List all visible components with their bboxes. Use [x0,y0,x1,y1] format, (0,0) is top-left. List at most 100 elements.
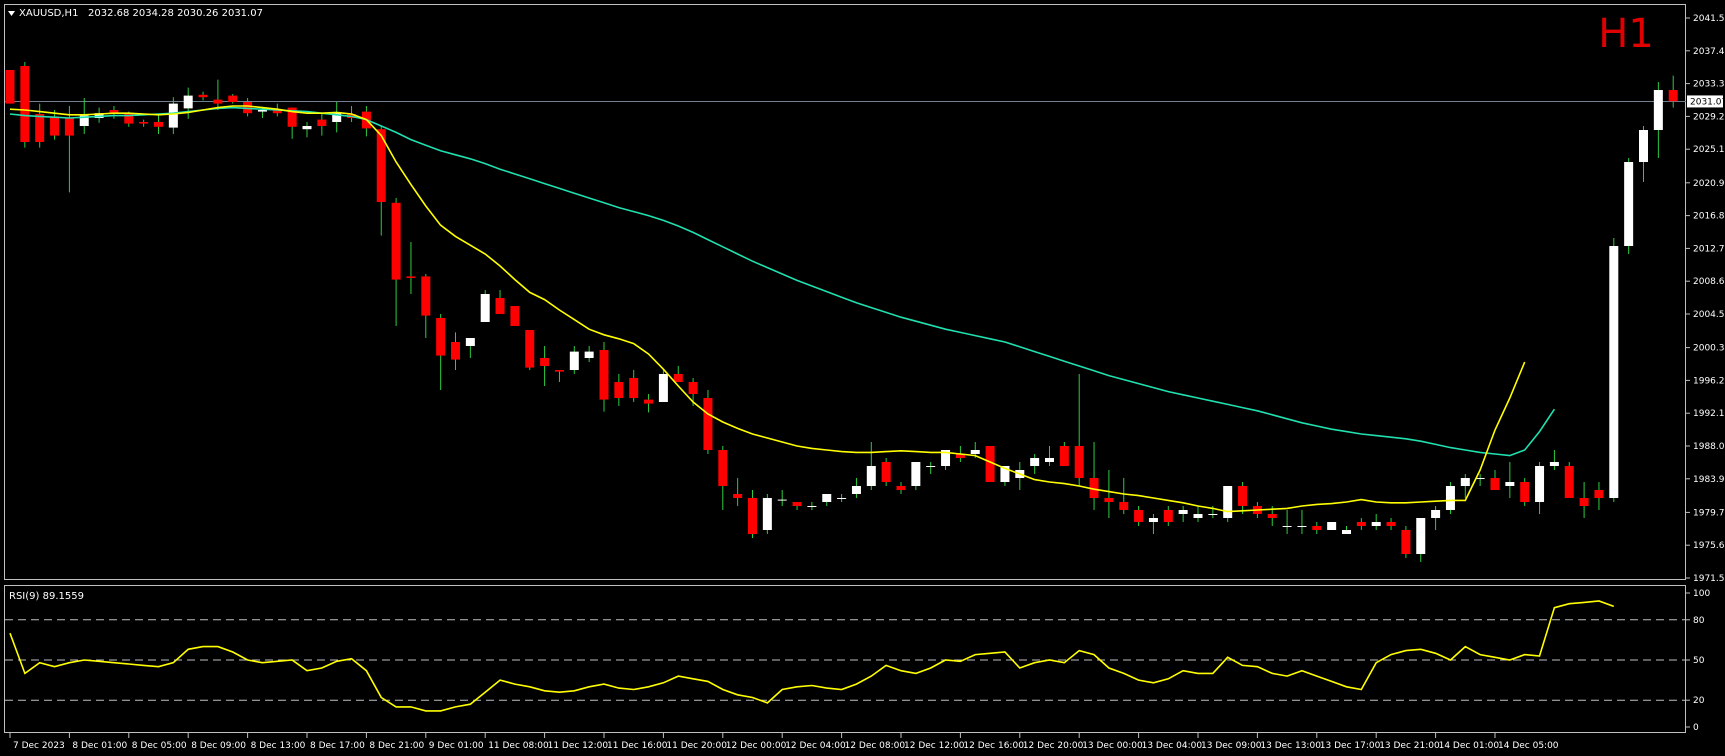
candle[interactable] [1653,82,1663,158]
candle[interactable] [1460,474,1470,498]
candle[interactable] [911,462,921,490]
candle[interactable] [1624,158,1634,254]
candle[interactable] [1312,522,1322,534]
candle[interactable] [168,97,178,134]
candle[interactable] [985,446,995,482]
candle[interactable] [599,342,609,412]
candle[interactable] [465,338,475,358]
candle[interactable] [1431,506,1441,530]
candle[interactable] [391,198,401,326]
candle[interactable] [777,490,787,506]
candle[interactable] [1282,510,1292,534]
candle[interactable] [644,394,654,413]
candle[interactable] [1119,478,1129,514]
candle[interactable] [896,482,906,494]
candle[interactable] [792,502,802,510]
candle[interactable] [1045,446,1054,466]
candle[interactable] [926,462,936,474]
candle[interactable] [332,102,342,133]
candle[interactable] [1238,482,1248,514]
candle[interactable] [139,119,149,127]
candle[interactable] [1104,470,1114,518]
candle[interactable] [436,314,446,390]
candle[interactable] [1416,518,1426,562]
candle[interactable] [1549,450,1559,470]
candle[interactable] [1163,506,1173,526]
candle[interactable] [807,502,817,510]
candle[interactable] [525,330,535,370]
candle[interactable] [1579,482,1589,518]
candle[interactable] [421,274,431,338]
candle[interactable] [154,114,163,134]
candle[interactable] [703,390,713,454]
candle[interactable] [1178,506,1188,522]
candle[interactable] [718,446,728,510]
candle[interactable] [376,126,386,236]
candle[interactable] [20,62,30,148]
candle[interactable] [1445,482,1455,514]
candle[interactable] [851,478,861,498]
candle[interactable] [1193,506,1203,522]
candle[interactable] [1148,514,1158,534]
candle[interactable] [762,494,772,534]
candle[interactable] [881,458,891,486]
candle[interactable] [658,370,668,402]
candle[interactable] [837,494,847,502]
candle[interactable] [64,106,74,193]
candle[interactable] [1386,518,1396,530]
candle[interactable] [1668,75,1678,108]
candle[interactable] [1223,486,1233,522]
candle[interactable] [866,442,876,490]
candle[interactable] [1342,526,1351,534]
candle[interactable] [1401,526,1411,558]
candle[interactable] [822,494,832,506]
candle[interactable] [941,450,951,470]
candle[interactable] [287,107,297,139]
candle[interactable] [510,306,520,326]
candle[interactable] [1134,506,1144,526]
candle[interactable] [1371,514,1381,530]
candle[interactable] [1594,482,1604,510]
candle[interactable] [629,370,639,402]
candle[interactable] [228,94,238,104]
candle[interactable] [1490,470,1500,490]
candle[interactable] [584,346,594,362]
candle[interactable] [50,110,60,140]
symbol-menu-triangle-icon[interactable] [8,11,15,16]
candle[interactable] [1535,462,1545,514]
candle[interactable] [480,290,490,322]
candle[interactable] [1030,454,1040,474]
candle[interactable] [1327,522,1337,530]
candle[interactable] [1059,442,1069,466]
candle[interactable] [614,374,624,406]
candle[interactable] [569,346,579,374]
candle[interactable] [1564,462,1574,498]
candle[interactable] [183,87,193,119]
candle[interactable] [213,79,223,110]
candle[interactable] [1297,510,1307,534]
candle[interactable] [317,114,327,136]
candle[interactable] [1356,518,1366,530]
candle[interactable] [540,346,550,386]
candle[interactable] [554,370,564,382]
candle[interactable] [495,290,505,314]
candle[interactable] [5,70,15,104]
candle[interactable] [79,98,89,134]
candle[interactable] [302,122,312,138]
candle[interactable] [1475,474,1485,486]
candle[interactable] [109,106,119,119]
candle[interactable] [1505,462,1515,498]
candle[interactable] [1000,466,1010,486]
candle[interactable] [1074,374,1084,486]
candle[interactable] [748,490,757,538]
candle[interactable] [451,332,460,370]
candle[interactable] [733,478,743,506]
candle[interactable] [1520,478,1530,506]
candle[interactable] [406,242,416,294]
candle[interactable] [124,111,134,127]
candle[interactable] [1639,126,1648,182]
candle[interactable] [673,366,683,382]
candle[interactable] [1609,238,1619,502]
candle[interactable] [1089,442,1099,510]
candle[interactable] [198,91,208,101]
